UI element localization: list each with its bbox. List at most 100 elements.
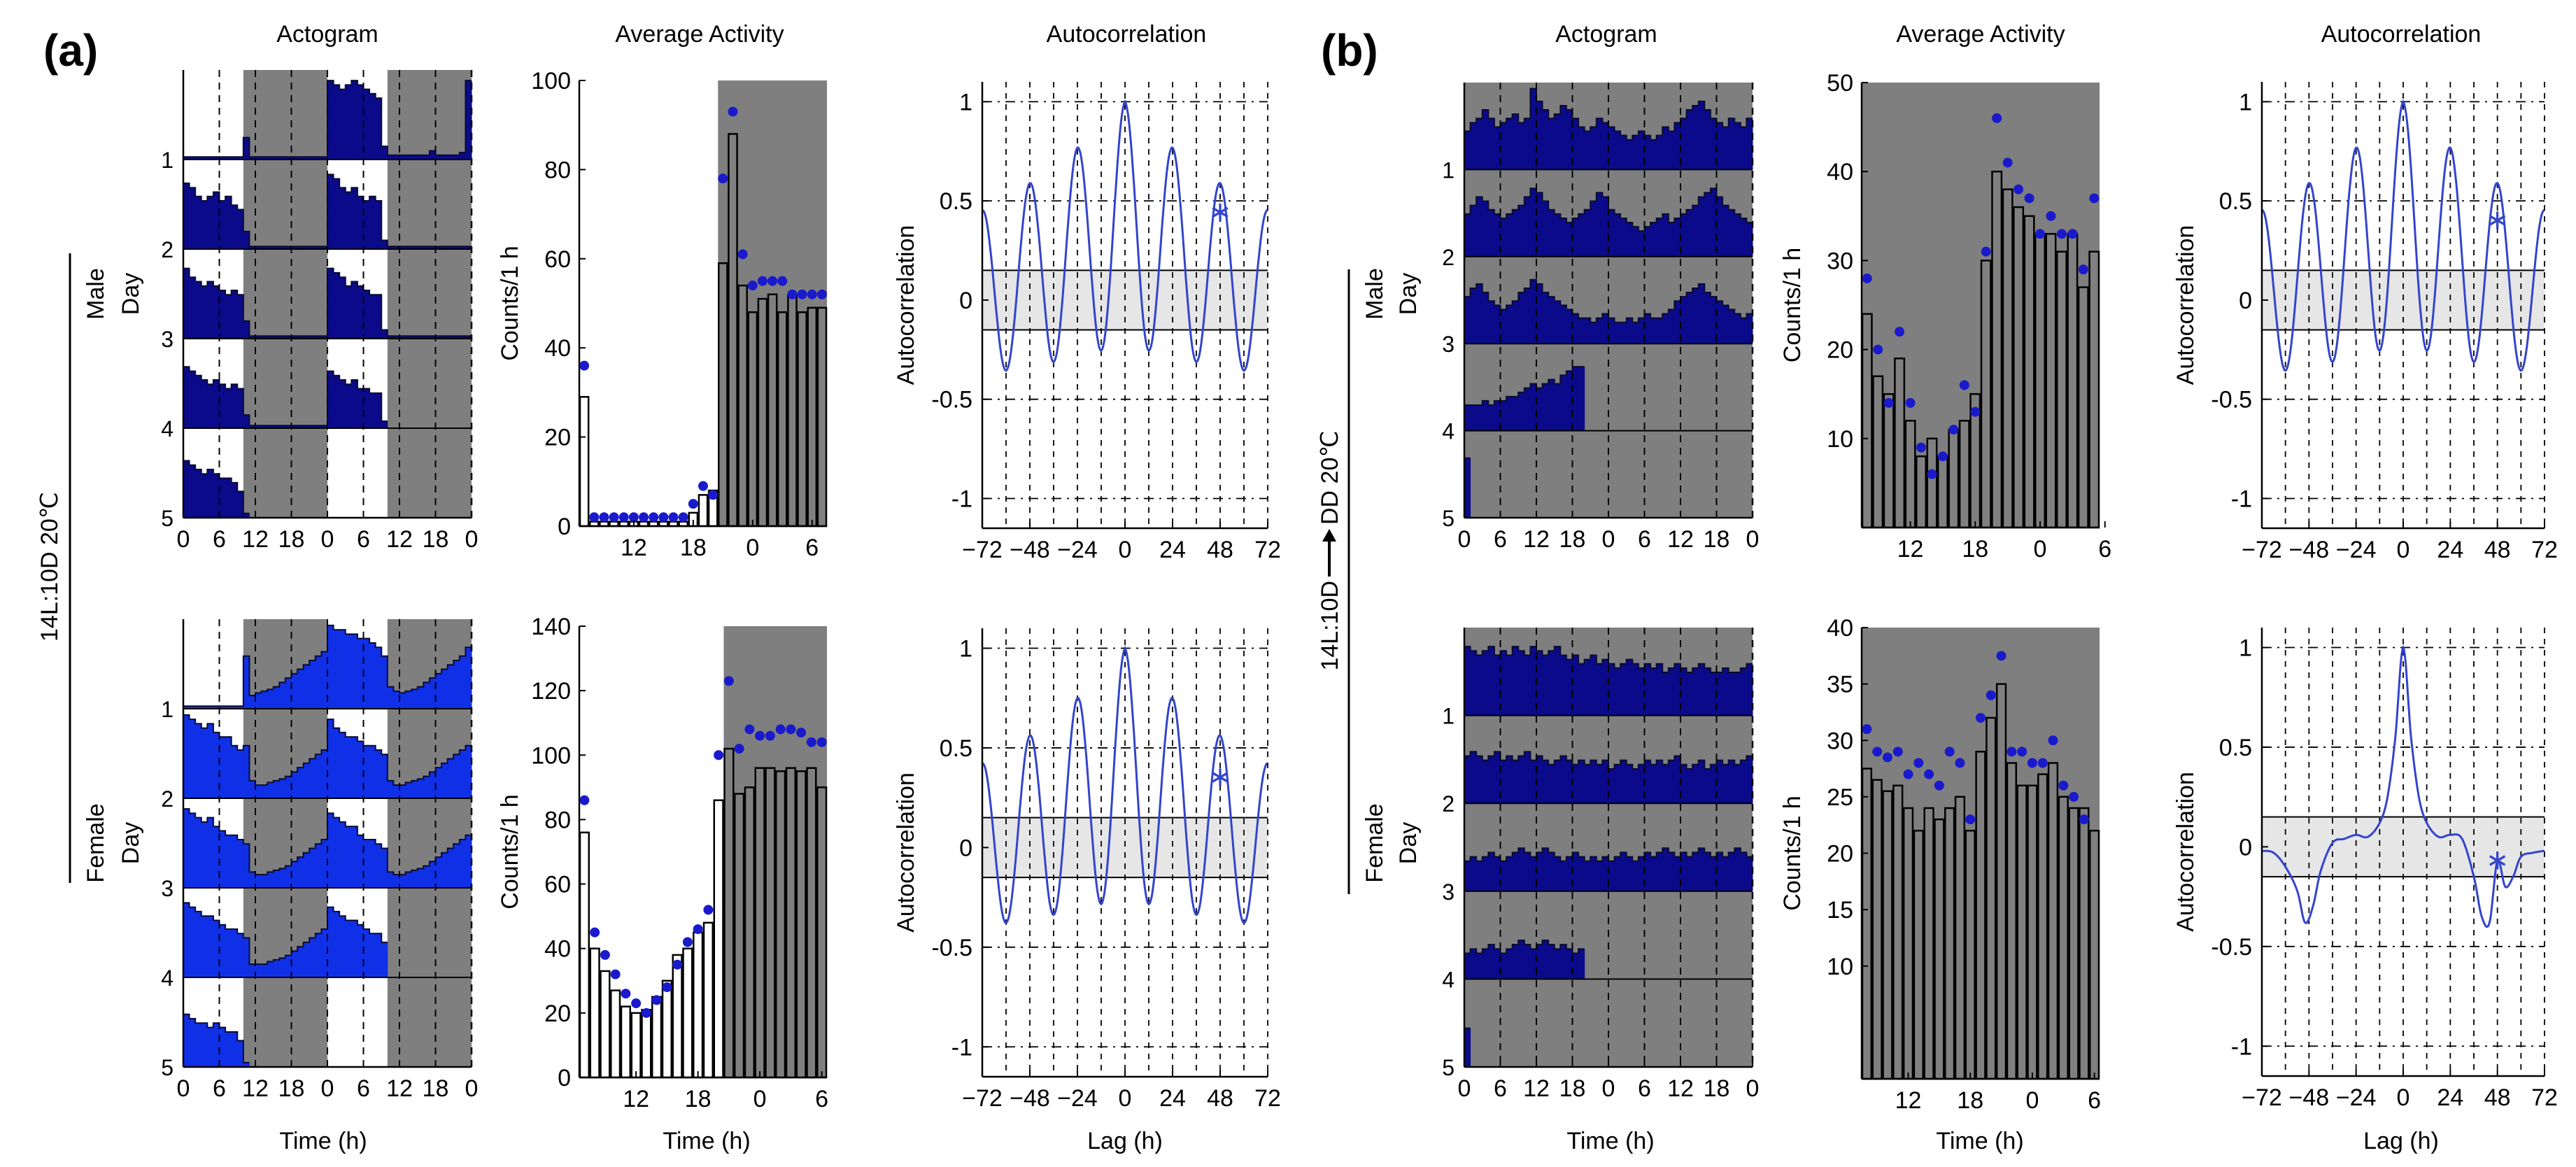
a-male-actogram-activity-bar	[321, 157, 328, 160]
b-male-actogram-activity-bar	[1542, 201, 1549, 257]
a-male-actogram-activity-bar	[333, 272, 340, 339]
b-female-actogram-activity-bar	[1740, 760, 1747, 804]
b-male-actogram-activity-bar	[1512, 396, 1519, 431]
b-female-actogram-activity-bar	[1554, 646, 1561, 716]
b-female-average-mean-dot	[1862, 724, 1872, 735]
a-male-actogram-activity-bar	[423, 155, 430, 160]
b-male-average-bar	[1904, 420, 1916, 529]
b-female-actogram-activity-bar	[1596, 663, 1603, 716]
b-female-actogram-activity-bar	[1524, 655, 1531, 716]
b-male-actogram-activity-bar	[1710, 297, 1717, 344]
b-male-actogram-activity-bar	[1596, 118, 1603, 170]
b-female-actogram-xtick-label: 12	[1667, 1075, 1694, 1102]
b-male-actogram-activity-bar	[1650, 318, 1657, 344]
a-male-actogram-activity-bar	[309, 157, 316, 160]
b-male-actogram-activity-bar	[1608, 127, 1615, 170]
a-female-actogram-activity-bar	[303, 665, 310, 709]
a-female-actogram-activity-bar	[339, 916, 346, 977]
a-female-average-bar	[693, 931, 704, 1079]
a-female-actogram-activity-bar	[441, 763, 448, 798]
b-male-actogram-activity-bar	[1686, 209, 1693, 257]
a-male-actogram-activity-bar	[195, 469, 202, 518]
a-female-actogram-activity-bar	[417, 779, 424, 798]
a-male-actogram-day-label: 5	[161, 506, 174, 531]
b-male-actogram-activity-bar	[1512, 114, 1519, 170]
a-male-actogram-activity-bar	[291, 157, 298, 160]
b-female-actogram-activity-bar	[1554, 856, 1561, 891]
b-male-actogram-activity-bar	[1686, 292, 1693, 344]
b-male-average-mean-dot	[1927, 469, 1937, 479]
a-female-actogram-xtick-label: 6	[357, 1075, 370, 1102]
title-autocorr-a: Autocorrelation	[1047, 21, 1207, 48]
b-female-actogram-xtick-label: 18	[1559, 1075, 1586, 1102]
a-female-actogram-activity-bar	[267, 782, 274, 798]
a-male-actogram-activity-bar	[321, 336, 328, 339]
b-female-actogram-activity-bar	[1500, 760, 1507, 804]
a-female-average-bar	[744, 786, 755, 1079]
b-female-actogram-activity-bar	[1518, 940, 1525, 979]
a-female-actogram-activity-bar	[213, 1023, 220, 1067]
a-male-average-bar	[757, 297, 768, 528]
a-female-actogram-activity-bar	[213, 706, 220, 709]
b-female-average-ylabel: Counts/1 h	[1779, 795, 1806, 910]
a-female-actogram-activity-bar	[375, 647, 382, 709]
a-female-actogram-activity-bar	[267, 872, 274, 888]
a-male-actogram-activity-bar	[405, 336, 412, 339]
a-male-actogram-activity-bar	[465, 80, 472, 160]
a-female-actogram-activity-bar	[207, 723, 214, 798]
b-male-average-mean-dot	[1959, 380, 1969, 390]
b-male-actogram-activity-bar	[1572, 313, 1579, 344]
b-female-actogram-activity-bar	[1656, 852, 1663, 891]
a-female-actogram-activity-bar	[417, 686, 424, 709]
b-female-actogram-activity-bar	[1512, 852, 1519, 891]
b-male-actogram-activity-bar	[1494, 213, 1501, 257]
a-male-actogram-activity-bar	[393, 155, 400, 160]
a-female-average-mean-dot	[579, 795, 590, 805]
b-male-autocorr-ylabel: Autocorrelation	[2172, 225, 2199, 386]
a-male-actogram-activity-bar	[351, 80, 358, 160]
b-female-actogram-activity-bar	[1512, 760, 1519, 804]
day-label-a-female: Day	[118, 822, 144, 864]
a-female-actogram-activity-bar	[363, 638, 370, 709]
a-female-actogram-activity-outline	[183, 902, 388, 966]
a-male-actogram-activity-bar	[231, 290, 238, 339]
a-female-actogram-activity-bar	[273, 780, 280, 798]
b-female-autocorr-xtick-label: −24	[2336, 1084, 2377, 1111]
a-male-actogram-activity-bar	[429, 150, 436, 160]
b-female-actogram-activity-bar	[1650, 856, 1657, 891]
a-male-actogram-activity-bar	[303, 425, 310, 428]
a-male-actogram-activity-bar	[285, 425, 292, 428]
b-male-average-bar	[1980, 260, 1992, 529]
a-male-actogram-activity-bar	[225, 478, 232, 518]
a-male-actogram-activity-bar	[363, 290, 370, 339]
a-female-average-mean-dot	[714, 750, 724, 761]
b-male-actogram-activity-bar	[1524, 388, 1531, 431]
b-male-average-mean-dot	[2024, 193, 2034, 204]
a-female-actogram-activity-bar	[333, 817, 340, 888]
b-female-average-bar	[1913, 830, 1924, 1080]
a-female-actogram-activity-bar	[333, 728, 340, 798]
b-male-actogram-activity-bar	[1632, 322, 1639, 344]
b-female-actogram-activity-bar	[1656, 663, 1663, 716]
b-female-actogram-activity-bar	[1572, 953, 1579, 979]
a-male-actogram-activity-bar	[297, 336, 304, 339]
a-female-actogram-activity-bar	[231, 1031, 238, 1067]
b-female-average-mean-dot	[1882, 752, 1892, 763]
b-male-actogram-activity-bar	[1578, 127, 1585, 170]
a-male-actogram-xtick-label: 12	[242, 526, 269, 553]
b-female-actogram-activity-bar	[1476, 655, 1483, 716]
a-male-actogram-activity-bar	[261, 246, 268, 249]
a-male-average-xtick-label: 6	[805, 535, 819, 561]
b-male-actogram-activity-bar	[1560, 375, 1567, 431]
b-female-autocorr-xtick-label: 0	[2397, 1084, 2410, 1111]
a-male-actogram-activity-bar	[441, 246, 448, 249]
b-female-actogram-activity-bar	[1650, 667, 1657, 716]
a-male-average-bar	[777, 311, 788, 528]
a-male-average-bar	[797, 311, 807, 528]
b-male-actogram-activity-bar	[1710, 188, 1717, 257]
a-male-actogram-activity-bar	[219, 478, 226, 518]
a-male-actogram-activity-bar	[375, 392, 382, 428]
b-male-actogram-activity-bar	[1566, 371, 1573, 431]
b-male-average-xtick-label: 6	[2098, 536, 2111, 563]
a-female-actogram-activity-bar	[255, 875, 262, 888]
